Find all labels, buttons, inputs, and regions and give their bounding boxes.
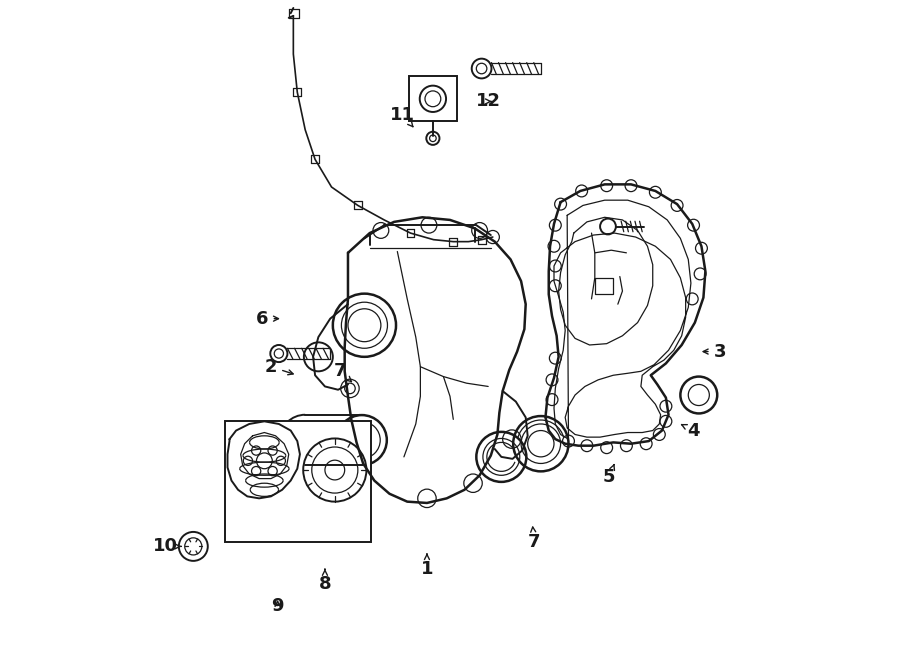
Bar — [225, 420, 371, 543]
Text: 4: 4 — [681, 422, 700, 440]
Text: 1: 1 — [420, 554, 433, 578]
Text: 5: 5 — [603, 465, 616, 486]
Text: 12: 12 — [476, 93, 500, 110]
Text: 3: 3 — [703, 342, 726, 360]
Text: 8: 8 — [319, 569, 331, 593]
Text: 10: 10 — [153, 537, 181, 555]
Text: 2: 2 — [265, 358, 293, 375]
Text: 7: 7 — [334, 362, 352, 382]
Text: 9: 9 — [271, 597, 284, 615]
Text: 6: 6 — [256, 309, 278, 328]
Text: 11: 11 — [390, 106, 415, 127]
Bar — [410, 77, 456, 121]
Text: 7: 7 — [528, 527, 541, 551]
